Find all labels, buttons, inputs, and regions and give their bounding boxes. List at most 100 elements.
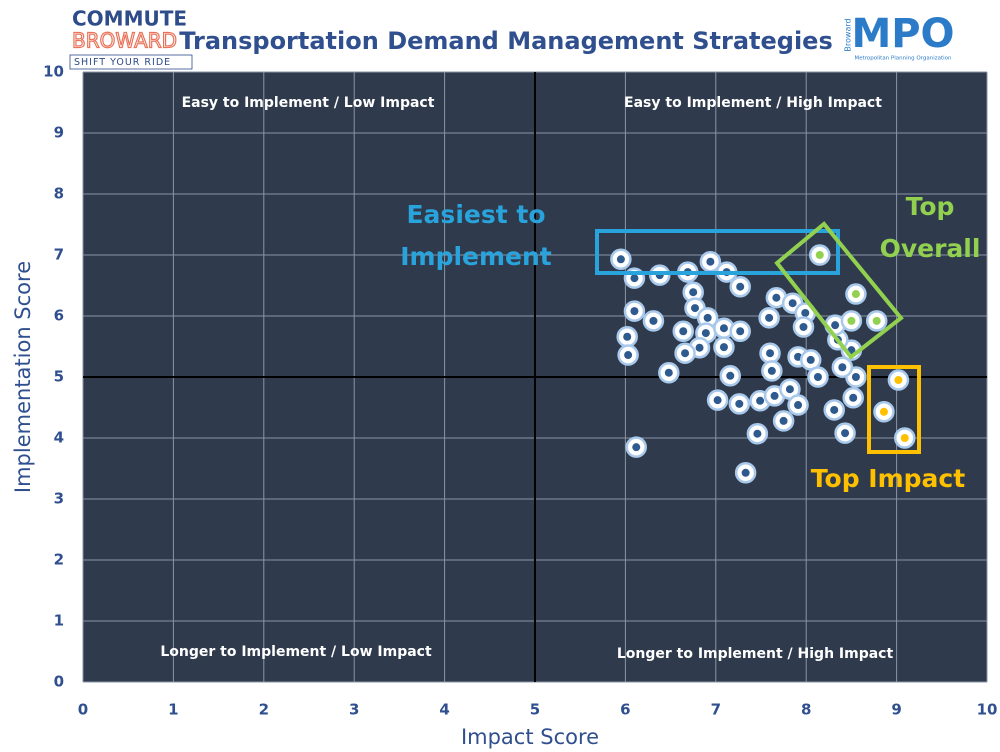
point-dot bbox=[616, 255, 625, 264]
point-dot bbox=[799, 322, 808, 331]
point-dot bbox=[785, 385, 794, 394]
x-tick-label: 1 bbox=[168, 701, 178, 719]
point bbox=[759, 342, 781, 364]
point bbox=[729, 320, 751, 342]
y-tick-label: 1 bbox=[54, 612, 64, 630]
x-tick-label: 7 bbox=[711, 701, 721, 719]
point-dot bbox=[689, 288, 698, 297]
point-dot bbox=[847, 316, 856, 325]
point-dot bbox=[624, 351, 633, 360]
point bbox=[840, 310, 863, 332]
x-tick-label: 5 bbox=[530, 701, 540, 719]
point bbox=[713, 336, 735, 358]
logo-mpo: MPO bbox=[851, 11, 954, 57]
point bbox=[787, 346, 809, 368]
point-dot bbox=[736, 282, 745, 291]
quadrant-label: Easy to Implement / Low Impact bbox=[182, 95, 435, 111]
logo-broward: BROWARD bbox=[72, 29, 177, 53]
point-dot bbox=[766, 349, 775, 358]
point bbox=[809, 244, 831, 266]
marks bbox=[610, 244, 916, 484]
point bbox=[623, 300, 646, 322]
y-tick-label: 0 bbox=[54, 673, 64, 691]
point-dot bbox=[681, 349, 690, 358]
point-dot bbox=[719, 343, 728, 352]
point bbox=[625, 436, 647, 458]
point-dot bbox=[706, 257, 715, 266]
point bbox=[672, 320, 695, 342]
labels: 0 1 2 3 4 5 6 7 8 9 10 0 1 2 3 4 5 6 7 8 9 10 Easy to Implemen… bbox=[43, 63, 997, 719]
x-axis-title: Impact Score bbox=[461, 725, 599, 749]
point bbox=[728, 393, 751, 415]
y-tick-label: 2 bbox=[54, 551, 64, 569]
point-dot bbox=[679, 327, 688, 336]
point-dot bbox=[851, 290, 860, 299]
point-dot bbox=[713, 396, 722, 405]
point-dot bbox=[630, 274, 639, 283]
point bbox=[765, 286, 788, 309]
top-impact-box bbox=[867, 365, 921, 454]
x-tick-label: 6 bbox=[620, 701, 630, 719]
y-tick-label: 7 bbox=[54, 246, 64, 264]
x-tick-label: 2 bbox=[259, 701, 269, 719]
logo-tagline: SHIFT YOUR RIDE bbox=[74, 57, 171, 68]
commute-logo: COMMUTE BROWARD SHIFT YOUR RIDE bbox=[69, 7, 193, 70]
quadrant-label: Longer to Implement / High Impact bbox=[617, 646, 894, 662]
point-dot bbox=[801, 308, 810, 317]
point-dot bbox=[841, 429, 850, 438]
point bbox=[761, 360, 783, 382]
point bbox=[831, 356, 854, 378]
point-dot bbox=[772, 293, 781, 302]
point bbox=[617, 344, 639, 366]
logo-commute: COMMUTE bbox=[72, 7, 187, 31]
point-dot bbox=[779, 416, 788, 425]
point bbox=[696, 307, 719, 329]
point bbox=[792, 316, 815, 338]
point-dot bbox=[703, 313, 712, 322]
point bbox=[873, 401, 895, 423]
point-dot bbox=[767, 366, 776, 375]
y-tick-label: 6 bbox=[54, 307, 64, 325]
x-tick-label: 10 bbox=[977, 701, 998, 719]
annotation: Easiest to bbox=[406, 200, 545, 229]
point-dot bbox=[813, 373, 822, 381]
grid bbox=[82, 71, 988, 683]
point bbox=[719, 365, 742, 387]
top-overall-box bbox=[774, 221, 904, 360]
quadrant-label: Longer to Implement / Low Impact bbox=[160, 644, 432, 660]
y-tick-label: 4 bbox=[54, 429, 64, 447]
point-dot bbox=[664, 368, 673, 377]
point bbox=[887, 369, 910, 391]
logo-mpo-county: Broward bbox=[844, 18, 853, 51]
point bbox=[845, 283, 867, 305]
point-dot bbox=[900, 434, 909, 442]
point bbox=[706, 389, 729, 411]
point bbox=[842, 386, 864, 409]
y-axis-title: Implementation Score bbox=[11, 261, 35, 493]
y-tick-label: 3 bbox=[54, 490, 64, 508]
point-dot bbox=[741, 468, 750, 477]
point bbox=[674, 342, 696, 364]
logo-mpo-name: Metropolitan Planning Organization bbox=[854, 56, 952, 62]
point bbox=[758, 307, 780, 329]
point bbox=[823, 399, 845, 421]
point bbox=[729, 275, 751, 298]
point bbox=[658, 361, 680, 384]
point bbox=[610, 248, 632, 271]
mpo-logo: Broward MPO Metropolitan Planning Organi… bbox=[844, 11, 955, 62]
point bbox=[772, 410, 795, 432]
quadrant-label: Easy to Implement / High Impact bbox=[624, 95, 882, 111]
point bbox=[746, 422, 769, 445]
point-dot bbox=[770, 391, 779, 400]
x-tick-label: 9 bbox=[891, 701, 901, 719]
point-dot bbox=[753, 429, 762, 438]
point-dot bbox=[831, 321, 840, 330]
point-dot bbox=[719, 324, 728, 333]
chart-title: Transportation Demand Management Strateg… bbox=[179, 27, 832, 55]
y-tick-label: 9 bbox=[54, 124, 64, 142]
point-dot bbox=[838, 363, 847, 372]
point-dot bbox=[794, 401, 803, 410]
point-dot bbox=[849, 393, 858, 402]
y-tick-label: 10 bbox=[43, 63, 64, 81]
point-dot bbox=[830, 405, 839, 414]
